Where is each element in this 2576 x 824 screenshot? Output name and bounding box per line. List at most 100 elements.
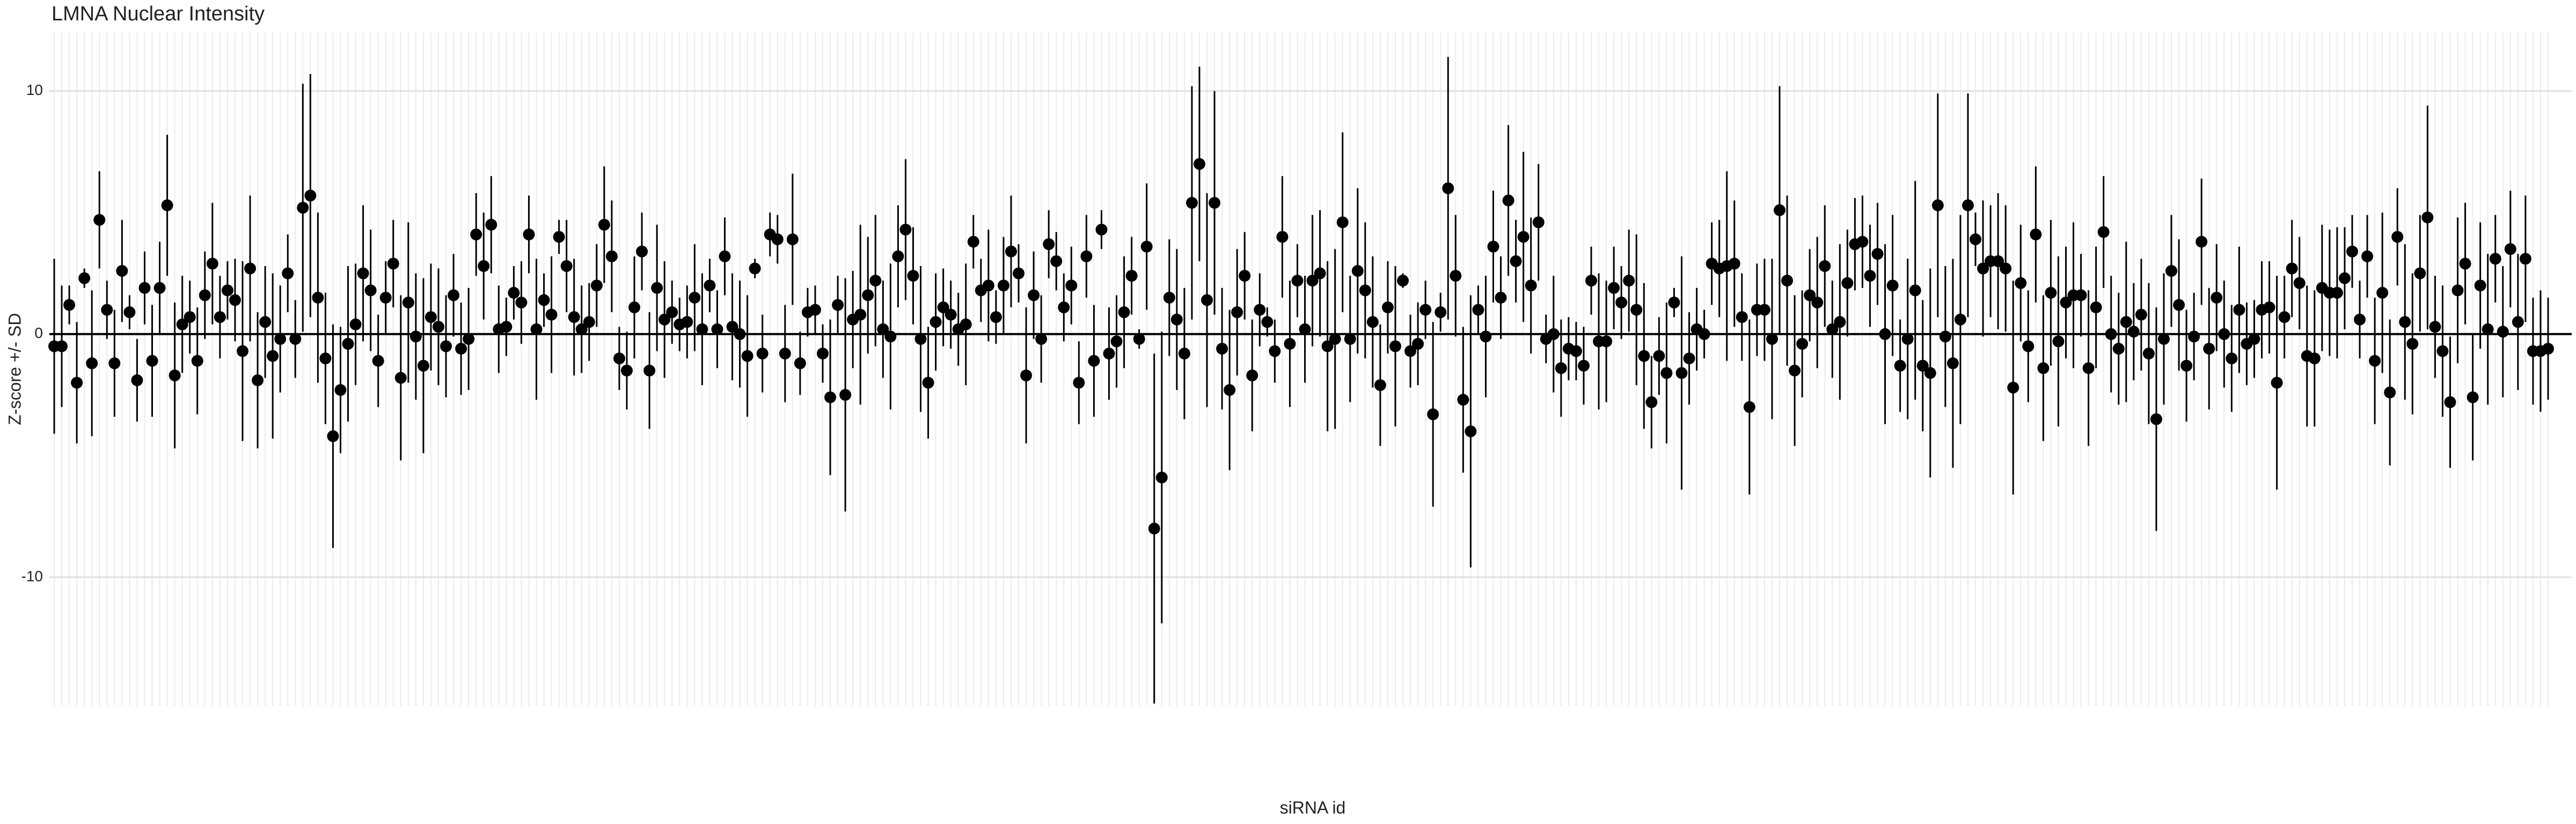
point bbox=[2338, 272, 2351, 284]
point bbox=[2052, 335, 2065, 348]
point bbox=[2037, 362, 2050, 374]
point bbox=[425, 311, 437, 323]
point bbox=[786, 233, 799, 246]
point bbox=[1826, 323, 1839, 335]
y-tick-label: -10 bbox=[21, 568, 43, 584]
point bbox=[1675, 367, 1688, 379]
point bbox=[899, 223, 912, 236]
point bbox=[907, 270, 919, 282]
point bbox=[2293, 277, 2306, 289]
point bbox=[1366, 316, 1379, 328]
point bbox=[817, 348, 829, 360]
x-axis-label: siRNA id bbox=[1280, 798, 1346, 817]
point bbox=[2497, 326, 2509, 338]
point bbox=[1359, 284, 1371, 297]
point bbox=[568, 311, 580, 323]
point bbox=[1977, 262, 1989, 275]
point bbox=[1005, 245, 1017, 258]
point bbox=[1442, 182, 1454, 194]
point bbox=[832, 299, 844, 311]
point bbox=[2384, 386, 2396, 399]
point bbox=[1615, 296, 1628, 308]
point bbox=[108, 357, 121, 370]
point bbox=[1638, 350, 1650, 362]
point bbox=[1946, 357, 1959, 370]
point bbox=[1435, 306, 1447, 319]
point bbox=[1013, 267, 1025, 279]
point bbox=[199, 289, 211, 301]
point bbox=[1623, 275, 1635, 287]
point bbox=[78, 272, 91, 284]
point bbox=[1419, 304, 1432, 316]
point bbox=[854, 308, 867, 321]
point bbox=[1457, 394, 1469, 406]
point bbox=[267, 350, 279, 362]
point bbox=[394, 372, 407, 384]
point bbox=[1450, 270, 1462, 282]
point bbox=[2090, 301, 2102, 313]
point bbox=[1397, 275, 1409, 287]
point bbox=[1080, 250, 1093, 262]
point bbox=[613, 352, 625, 365]
point bbox=[1246, 369, 1258, 381]
point bbox=[1118, 306, 1130, 319]
point bbox=[2248, 333, 2260, 345]
point bbox=[1351, 265, 1364, 277]
point bbox=[1254, 304, 1266, 316]
point bbox=[409, 330, 422, 343]
point bbox=[2226, 352, 2238, 365]
point bbox=[1239, 270, 1251, 282]
point bbox=[1931, 199, 1944, 211]
point bbox=[1329, 333, 1341, 345]
point bbox=[86, 357, 98, 370]
point bbox=[1630, 304, 1643, 316]
chart-title: LMNA Nuclear Intensity bbox=[52, 3, 265, 25]
point bbox=[221, 284, 233, 297]
point bbox=[364, 284, 377, 297]
point bbox=[2467, 391, 2479, 403]
point bbox=[2451, 284, 2464, 297]
point bbox=[93, 214, 106, 226]
point bbox=[1758, 304, 1770, 316]
point bbox=[1510, 255, 1522, 267]
point bbox=[967, 236, 979, 248]
point bbox=[2007, 381, 2019, 394]
point bbox=[2489, 253, 2501, 265]
y-tick-label: 0 bbox=[34, 325, 43, 341]
point bbox=[214, 311, 226, 323]
point bbox=[282, 267, 294, 279]
point bbox=[877, 323, 889, 335]
point bbox=[2082, 362, 2095, 374]
point bbox=[71, 377, 83, 389]
point bbox=[1073, 377, 1085, 389]
point bbox=[1170, 313, 1183, 326]
point bbox=[2097, 226, 2110, 238]
point bbox=[485, 218, 497, 231]
point bbox=[236, 345, 248, 357]
point bbox=[116, 265, 128, 277]
point bbox=[244, 262, 257, 275]
point bbox=[387, 258, 399, 270]
point bbox=[2196, 236, 2208, 248]
point bbox=[636, 245, 648, 258]
point bbox=[2369, 355, 2381, 367]
point bbox=[131, 374, 143, 386]
point bbox=[1585, 275, 1598, 287]
point bbox=[2361, 250, 2374, 262]
point bbox=[2105, 328, 2117, 340]
point bbox=[508, 286, 520, 299]
point bbox=[1224, 384, 1236, 396]
point bbox=[2421, 211, 2434, 224]
point bbox=[2331, 286, 2343, 299]
point bbox=[2165, 265, 2178, 277]
point bbox=[2188, 330, 2200, 343]
point bbox=[1140, 240, 1153, 253]
point bbox=[1871, 248, 1884, 260]
point bbox=[184, 311, 196, 323]
point bbox=[500, 321, 513, 333]
point bbox=[1155, 472, 1168, 484]
point bbox=[945, 308, 957, 321]
point bbox=[2022, 340, 2035, 352]
point bbox=[1344, 333, 1356, 345]
point bbox=[2150, 413, 2162, 425]
